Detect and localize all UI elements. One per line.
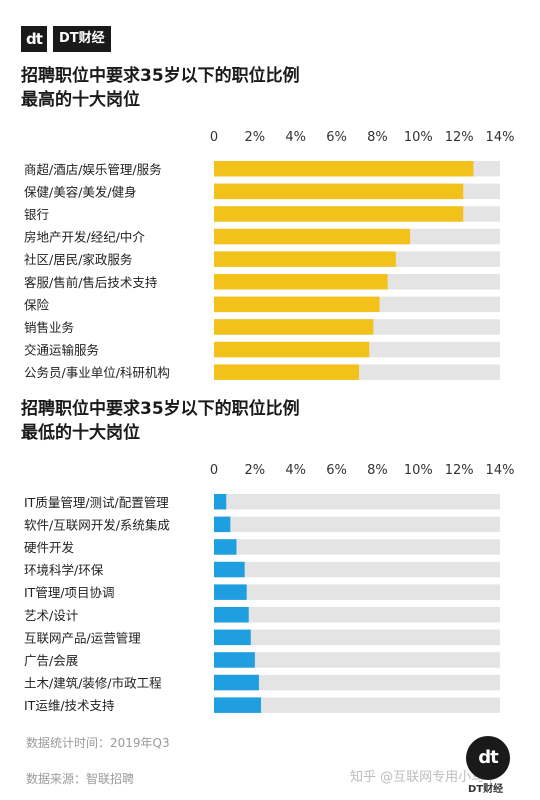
category-label: 互联网产品/运营管理	[24, 630, 141, 645]
bar-track	[214, 584, 500, 600]
category-label: IT运维/技术支持	[24, 698, 115, 713]
category-label: 客服/售前/售后技术支持	[24, 275, 157, 290]
bar	[214, 697, 261, 713]
category-label: IT管理/项目协调	[24, 585, 115, 600]
bar-track	[214, 516, 500, 533]
bar-track	[214, 674, 500, 691]
x-tick-label: 14%	[486, 463, 515, 478]
category-label: 社区/居民/家政服务	[24, 252, 132, 267]
x-tick-label: 4%	[285, 463, 306, 478]
bar	[214, 161, 474, 177]
bar	[214, 341, 370, 358]
highest-ratio-bar-chart: 0 2% 4% 6% 8% 10% 12% 14% 商超/酒店/娱乐管理/服务保健/美容/美发/…	[24, 130, 515, 380]
bar	[214, 228, 411, 245]
brand-logo: dt DT财经	[21, 26, 111, 52]
x-tick-label: 6%	[326, 463, 347, 478]
bar	[214, 206, 464, 222]
bar-track	[214, 629, 500, 646]
category-label: 商超/酒店/娱乐管理/服务	[24, 162, 162, 177]
category-label: 土木/建筑/装修/市政工程	[24, 676, 162, 691]
category-label: 销售业务	[24, 320, 74, 335]
x-tick-label: 14%	[486, 130, 515, 145]
bar-track	[214, 561, 500, 578]
x-tick-label: 10%	[404, 463, 433, 478]
data-source-note: 数据来源：智联招聘	[26, 772, 135, 786]
x-tick-label: 8%	[367, 463, 388, 478]
chart-title-lowest: 招聘职位中要求35岁以下的职位比例 最低的十大岗位	[21, 399, 300, 443]
category-label: 广告/会展	[24, 653, 78, 668]
bar	[214, 561, 245, 578]
bar-track	[214, 539, 500, 555]
lowest-ratio-bar-chart: 0 2% 4% 6% 8% 10% 12% 14% IT质量管理/测试/配置管理软件/互联网开发…	[24, 463, 515, 713]
category-label: 银行	[24, 207, 49, 222]
category-label: 保健/美容/美发/健身	[24, 184, 137, 199]
bar	[214, 674, 259, 691]
data-time-note: 数据统计时间：2019年Q3	[26, 736, 170, 750]
bar	[214, 584, 247, 600]
category-label: IT质量管理/测试/配置管理	[24, 495, 169, 510]
category-label: 保险	[24, 297, 50, 312]
dt-logo-icon: dt	[21, 26, 47, 52]
category-label: 硬件开发	[24, 540, 75, 555]
bar	[214, 183, 464, 200]
bar	[214, 629, 251, 646]
zhihu-watermark: 知乎 @互联网专用小马甲	[350, 770, 498, 785]
x-tick-label: 10%	[404, 130, 433, 145]
chart-title-highest: 招聘职位中要求35岁以下的职位比例 最高的十大岗位	[21, 66, 300, 110]
category-label: 房地产开发/经纪/中介	[24, 230, 145, 245]
category-label: 环境科学/环保	[24, 563, 104, 578]
x-tick-label: 4%	[285, 130, 306, 145]
category-label: 交通运输服务	[24, 343, 99, 358]
category-label: 软件/互联网开发/系统集成	[24, 517, 170, 532]
x-tick-label: 6%	[326, 130, 347, 145]
x-tick-label: 8%	[367, 130, 388, 145]
dt-watermark-label: DT财经	[468, 784, 504, 795]
bar	[214, 652, 255, 668]
brand-name: DT财经	[53, 26, 111, 52]
bar	[214, 607, 249, 623]
dt-watermark-icon: dt	[466, 736, 510, 780]
x-tick-label: 0	[210, 130, 218, 145]
bar	[214, 274, 388, 290]
bar	[214, 296, 380, 313]
bar-track	[214, 494, 500, 510]
x-tick-label: 0	[210, 463, 218, 478]
bar-track	[214, 652, 500, 668]
x-tick-label: 2%	[245, 463, 266, 478]
bar-track	[214, 697, 500, 713]
bar	[214, 539, 237, 555]
category-label: 艺术/设计	[24, 608, 78, 623]
x-tick-label: 12%	[445, 463, 474, 478]
x-tick-label: 12%	[445, 130, 474, 145]
bar	[214, 251, 396, 267]
bar	[214, 494, 227, 510]
bar-track	[214, 607, 500, 623]
bar	[214, 319, 374, 335]
category-label: 公务员/事业单位/科研机构	[24, 365, 170, 380]
bar	[214, 516, 231, 533]
x-tick-label: 2%	[245, 130, 266, 145]
bar	[214, 364, 360, 380]
